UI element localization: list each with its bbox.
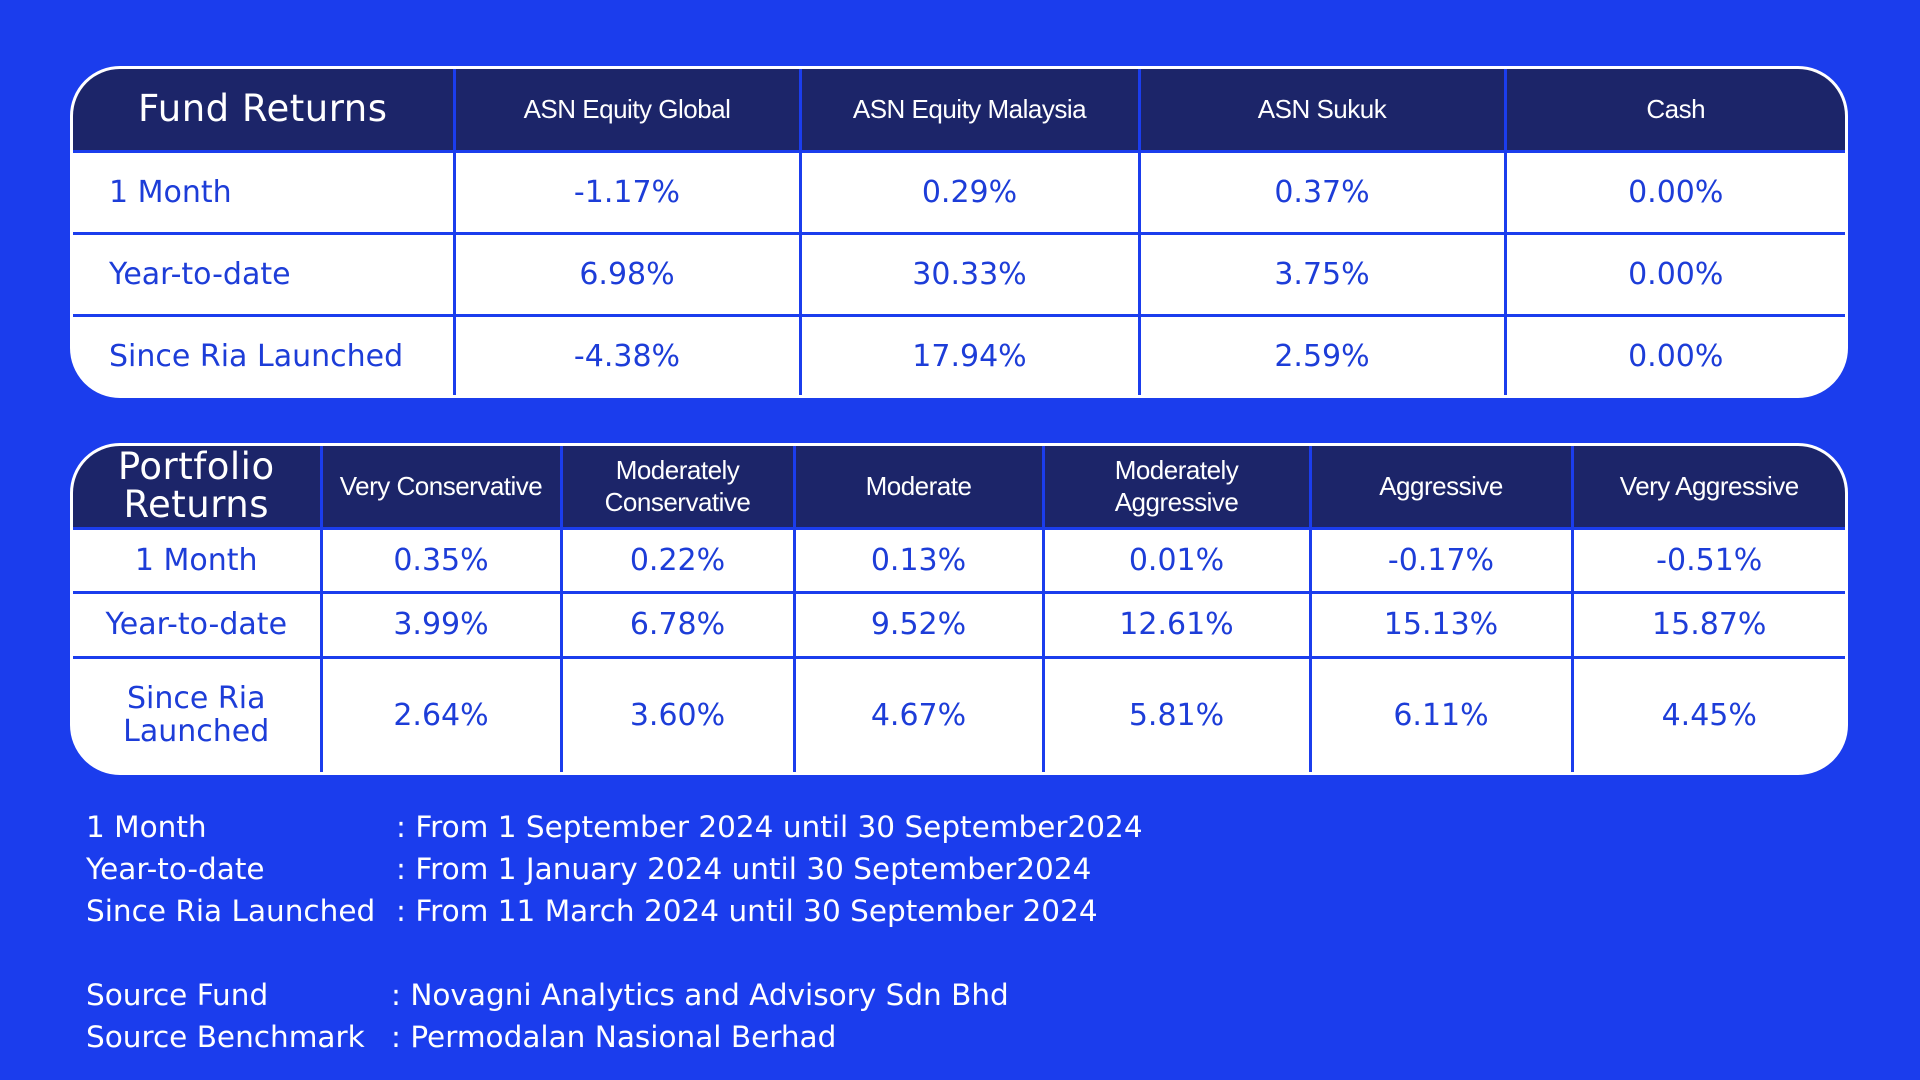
cell-value: 0.01%: [1043, 526, 1312, 593]
period-note: Year-to-date : From 1 January 2024 until…: [86, 848, 1143, 890]
column-header: Very Conservative: [321, 446, 563, 528]
row-label: Since Ria Launched: [73, 314, 456, 395]
cell-value: -0.51%: [1572, 526, 1845, 593]
row-label: 1 Month: [73, 526, 323, 593]
cell-value: 0.37%: [1139, 149, 1507, 234]
note-value: : Permodalan Nasional Berhad: [391, 1020, 837, 1054]
column-header: Moderate: [794, 446, 1045, 528]
cell-value: 0.00%: [1505, 231, 1845, 316]
portfolio-returns-title: Portfolio Returns: [73, 446, 323, 528]
note-value: : From 1 September 2024 until 30 Septemb…: [396, 810, 1143, 844]
spacer: [86, 932, 1143, 974]
cell-value: 4.45%: [1572, 655, 1845, 772]
column-header: Moderately Conservative: [561, 446, 796, 528]
source-note: Source Fund : Novagni Analytics and Advi…: [86, 974, 1143, 1016]
note-key: Since Ria Launched: [86, 894, 376, 928]
column-header: Very Aggressive: [1572, 446, 1845, 528]
note-key: Source Benchmark: [86, 1020, 365, 1054]
note-value: : From 1 January 2024 until 30 September…: [396, 852, 1092, 886]
cell-value: 2.59%: [1139, 314, 1507, 395]
fund-returns-title: Fund Returns: [73, 69, 456, 151]
cell-value: -4.38%: [454, 314, 802, 395]
note-value: : Novagni Analytics and Advisory Sdn Bhd: [391, 978, 1009, 1012]
column-header: ASN Equity Malaysia: [800, 69, 1141, 151]
cell-value: 3.60%: [561, 655, 796, 772]
cell-value: 0.13%: [794, 526, 1045, 593]
row-label: Year-to-date: [73, 231, 456, 316]
footnotes: 1 Month : From 1 September 2024 until 30…: [86, 806, 1143, 1058]
cell-value: 6.11%: [1310, 655, 1574, 772]
cell-value: 0.29%: [800, 149, 1141, 234]
note-key: Year-to-date: [86, 852, 265, 886]
cell-value: 0.00%: [1505, 149, 1845, 234]
column-header: ASN Sukuk: [1139, 69, 1507, 151]
row-label: Since Ria Launched: [73, 655, 323, 772]
cell-value: 17.94%: [800, 314, 1141, 395]
cell-value: 0.00%: [1505, 314, 1845, 395]
source-note: Source Benchmark : Permodalan Nasional B…: [86, 1016, 1143, 1058]
cell-value: -0.17%: [1310, 526, 1574, 593]
cell-value: 4.67%: [794, 655, 1045, 772]
cell-value: 5.81%: [1043, 655, 1312, 772]
cell-value: 15.87%: [1572, 591, 1845, 658]
cell-value: 12.61%: [1043, 591, 1312, 658]
table-header-row: Portfolio Returns Very Conservative Mode…: [73, 446, 1845, 528]
fund-returns-table: Fund Returns ASN Equity Global ASN Equit…: [70, 66, 1848, 398]
table-row: 1 Month -1.17% 0.29% 0.37% 0.00%: [73, 149, 1845, 234]
column-header: ASN Equity Global: [454, 69, 802, 151]
column-header: Cash: [1505, 69, 1845, 151]
cell-value: 6.98%: [454, 231, 802, 316]
cell-value: 0.22%: [561, 526, 796, 593]
cell-value: 0.35%: [321, 526, 563, 593]
cell-value: 3.75%: [1139, 231, 1507, 316]
row-label: 1 Month: [73, 149, 456, 234]
table-row: Year-to-date 3.99% 6.78% 9.52% 12.61% 15…: [73, 591, 1845, 658]
period-note: 1 Month : From 1 September 2024 until 30…: [86, 806, 1143, 848]
note-key: 1 Month: [86, 810, 207, 844]
table-row: Year-to-date 6.98% 30.33% 3.75% 0.00%: [73, 231, 1845, 316]
table-row: Since Ria Launched -4.38% 17.94% 2.59% 0…: [73, 314, 1845, 395]
table-row: 1 Month 0.35% 0.22% 0.13% 0.01% -0.17% -…: [73, 526, 1845, 593]
column-header: Aggressive: [1310, 446, 1574, 528]
cell-value: 6.78%: [561, 591, 796, 658]
period-note: Since Ria Launched : From 11 March 2024 …: [86, 890, 1143, 932]
cell-value: 30.33%: [800, 231, 1141, 316]
cell-value: 9.52%: [794, 591, 1045, 658]
table-row: Since Ria Launched 2.64% 3.60% 4.67% 5.8…: [73, 655, 1845, 772]
note-value: : From 11 March 2024 until 30 September …: [396, 894, 1098, 928]
portfolio-returns-table: Portfolio Returns Very Conservative Mode…: [70, 443, 1848, 775]
table-header-row: Fund Returns ASN Equity Global ASN Equit…: [73, 69, 1845, 151]
cell-value: 15.13%: [1310, 591, 1574, 658]
cell-value: 2.64%: [321, 655, 563, 772]
cell-value: 3.99%: [321, 591, 563, 658]
cell-value: -1.17%: [454, 149, 802, 234]
row-label: Year-to-date: [73, 591, 323, 658]
column-header: Moderately Aggressive: [1043, 446, 1312, 528]
note-key: Source Fund: [86, 978, 269, 1012]
